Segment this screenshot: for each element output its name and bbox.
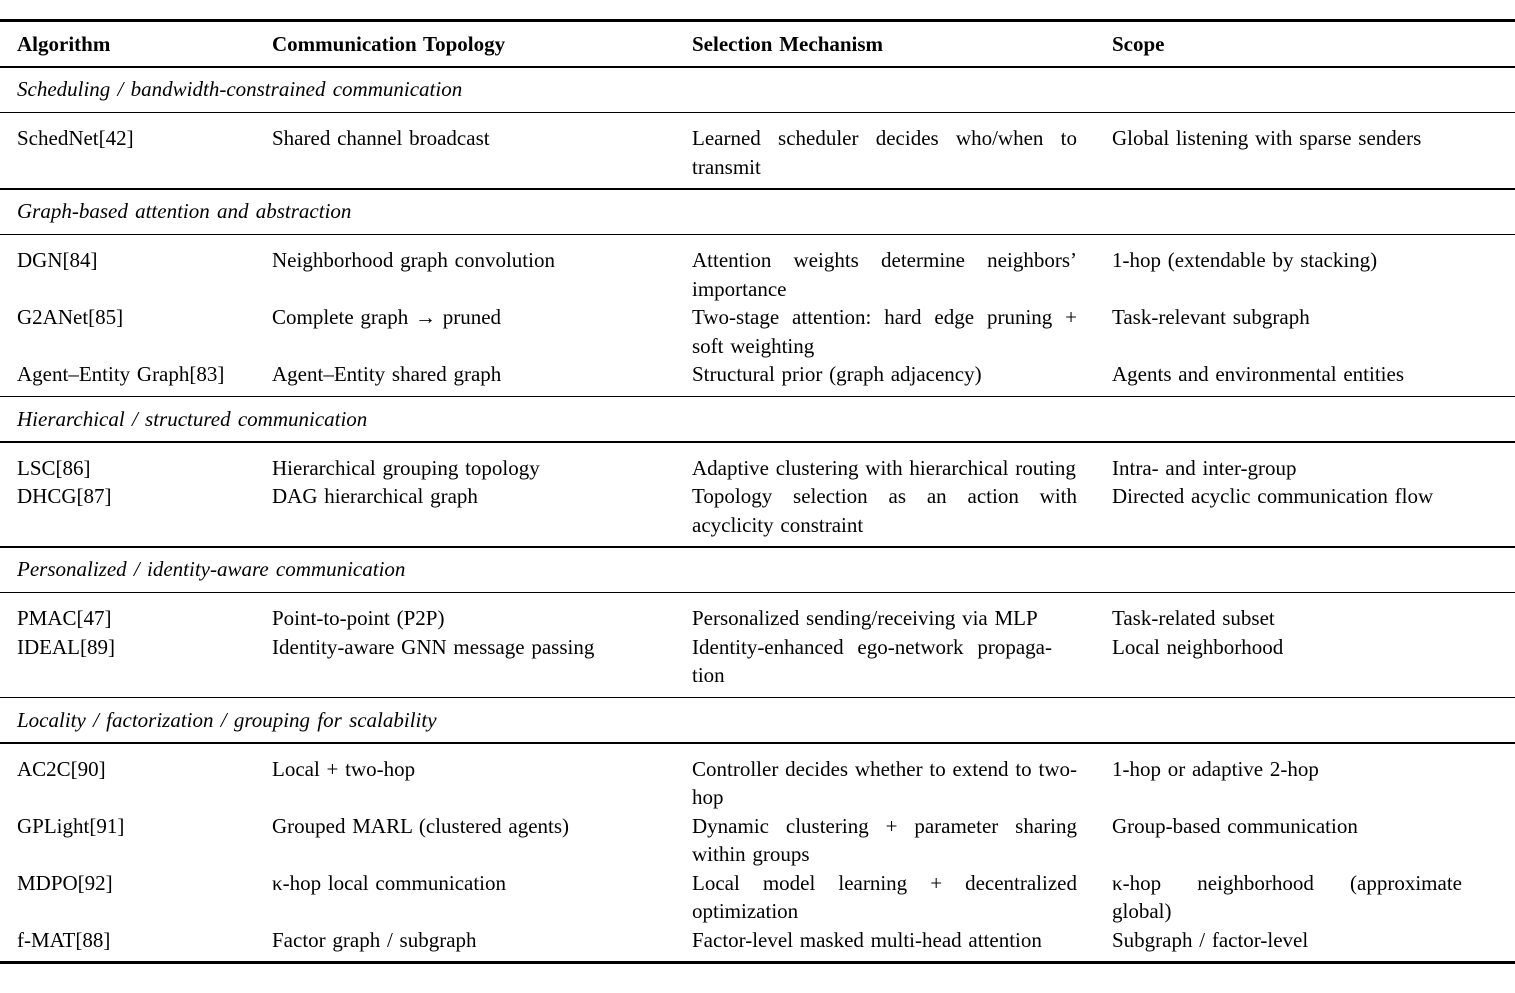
table-row: LSC[86] Hierarchical grouping topology A… [0,454,1515,483]
horizontal-rule [0,742,1515,744]
cell-scope: Local neighborhood [1112,634,1284,659]
cell-algorithm: DHCG[87] [17,484,112,508]
cell-scope: Task-relevant subgraph [1112,305,1310,329]
cell-algorithm: GPLight[91] [17,813,125,838]
cell-algorithm: Agent–Entity Graph[83] [17,362,225,386]
table-row: MDPO[92] κ-hop local communication Local… [0,869,1515,926]
cell-mechanism: Structural prior (graph adjacency) [692,362,982,386]
cell-topology: Grouped MARL (clustered agents) [272,813,570,838]
section-header-scheduling: Scheduling / bandwidth-constrained commu… [17,77,463,101]
horizontal-rule [0,591,1515,593]
cell-algorithm: MDPO[92] [17,870,113,895]
cell-topology: Complete graph → pruned [272,305,502,329]
column-header-algorithm: Algorithm [17,31,111,56]
table-row: f-MAT[88] Factor graph / subgraph Factor… [0,926,1515,955]
cell-mechanism: Personalized sending/receiving via MLP [692,606,1038,630]
section-header-hierarchical: Hierarchical / structured communication [17,406,368,431]
section-rows: PMAC[47] Point-to-point (P2P) Personaliz… [0,593,1515,697]
section-rows: AC2C[90] Local + two-hop Controller deci… [0,744,1515,962]
table-header-row: Algorithm Communication Topology Selecti… [0,22,1515,66]
section-header-personalized: Personalized / identity-aware communicat… [17,557,406,581]
table-row: SchedNet[42] Shared channel broadcast Le… [0,124,1515,181]
table-row: DHCG[87] DAG hierarchical graph Topology… [0,482,1515,539]
horizontal-rule [0,66,1515,68]
table-row: G2ANet[85] Complete graph → pruned Two-s… [0,303,1515,360]
cell-topology: Factor graph / subgraph [272,927,477,952]
cell-mechanism: Topology selection as an action with acy… [692,484,1077,537]
horizontal-rule [0,111,1515,113]
cell-mechanism: Attention weights determine neighbors’ i… [692,248,1077,301]
cell-topology: Point-to-point (P2P) [272,606,445,630]
cell-topology: Hierarchical grouping topology [272,455,540,480]
table-row: DGN[84] Neighborhood graph convolution A… [0,246,1515,303]
cell-scope: Agents and environmental entities [1112,362,1405,386]
cell-mechanism: Learned scheduler decides who/when to tr… [692,126,1077,179]
cell-scope: Intra- and inter-group [1112,455,1297,480]
cell-algorithm: G2ANet[85] [17,305,124,329]
cell-topology: Neighborhood graph convolution [272,248,555,272]
cell-scope: 1-hop or adaptive 2-hop [1112,756,1319,781]
cell-scope: 1-hop (extendable by stacking) [1112,248,1378,272]
horizontal-rule [0,546,1515,548]
cell-algorithm: IDEAL[89] [17,634,115,659]
cell-topology: Identity-aware GNN message passing [272,634,595,659]
horizontal-rule [0,395,1515,397]
cell-topology: Agent–Entity shared graph [272,362,502,386]
cell-scope: Global listening with sparse senders [1112,126,1422,150]
table-row: AC2C[90] Local + two-hop Controller deci… [0,755,1515,812]
cell-mechanism: Dynamic clustering + parameter sharing w… [692,813,1077,867]
cell-algorithm: SchedNet[42] [17,126,134,150]
horizontal-rule [0,233,1515,235]
table-row: Agent–Entity Graph[83] Agent–Entity shar… [0,360,1515,389]
table-row: PMAC[47] Point-to-point (P2P) Personaliz… [0,604,1515,633]
cell-topology: Local + two-hop [272,756,416,781]
cell-scope: Directed acyclic communication flow [1112,484,1434,508]
table-row: IDEAL[89] Identity-aware GNN message pas… [0,633,1515,690]
cell-algorithm: DGN[84] [17,248,98,272]
table-row: GPLight[91] Grouped MARL (clustered agen… [0,812,1515,869]
cell-mechanism: Factor-level masked multi-head attention [692,927,1042,952]
cell-scope: Task-related subset [1112,606,1275,630]
cell-algorithm: PMAC[47] [17,606,112,630]
cell-scope: Subgraph / factor-level [1112,927,1309,952]
table-bottom-rule [0,961,1515,964]
section-header-graph-based: Graph-based attention and abstraction [17,199,352,223]
column-header-selection-mechanism: Selection Mechanism [692,31,884,56]
cell-algorithm: AC2C[90] [17,756,106,781]
horizontal-rule [0,696,1515,698]
cell-mechanism: Identity-enhanced ego-network propaga­ti… [692,634,1052,688]
cell-mechanism: Local model learning + decentralized opt… [692,870,1077,924]
table-top-rule [0,19,1515,22]
cell-algorithm: LSC[86] [17,455,91,480]
cell-topology: κ-hop local communication [272,870,507,895]
cell-mechanism: Two-stage attention: hard edge pruning +… [692,305,1077,358]
cell-algorithm: f-MAT[88] [17,927,111,952]
horizontal-rule [0,188,1515,190]
cell-topology: DAG hierarchical graph [272,484,478,508]
cell-mechanism: Controller decides whether to extend to … [692,756,1077,810]
cell-scope: κ-hop neighborhood (approximate global) [1112,870,1462,924]
column-header-communication-topology: Communication Topology [272,31,506,56]
cell-mechanism: Adaptive clustering with hierarchical ro… [692,455,1076,480]
paper-table-page: Algorithm Communication Topology Selecti… [0,19,1515,964]
section-rows: DGN[84] Neighborhood graph convolution A… [0,235,1515,396]
section-header-locality: Locality / factorization / grouping for … [17,707,437,732]
cell-scope: Group-based communication [1112,813,1358,838]
cell-topology: Shared channel broadcast [272,126,490,150]
section-rows: SchedNet[42] Shared channel broadcast Le… [0,113,1515,188]
horizontal-rule [0,441,1515,443]
column-header-scope: Scope [1112,31,1165,56]
section-rows: LSC[86] Hierarchical grouping topology A… [0,443,1515,547]
